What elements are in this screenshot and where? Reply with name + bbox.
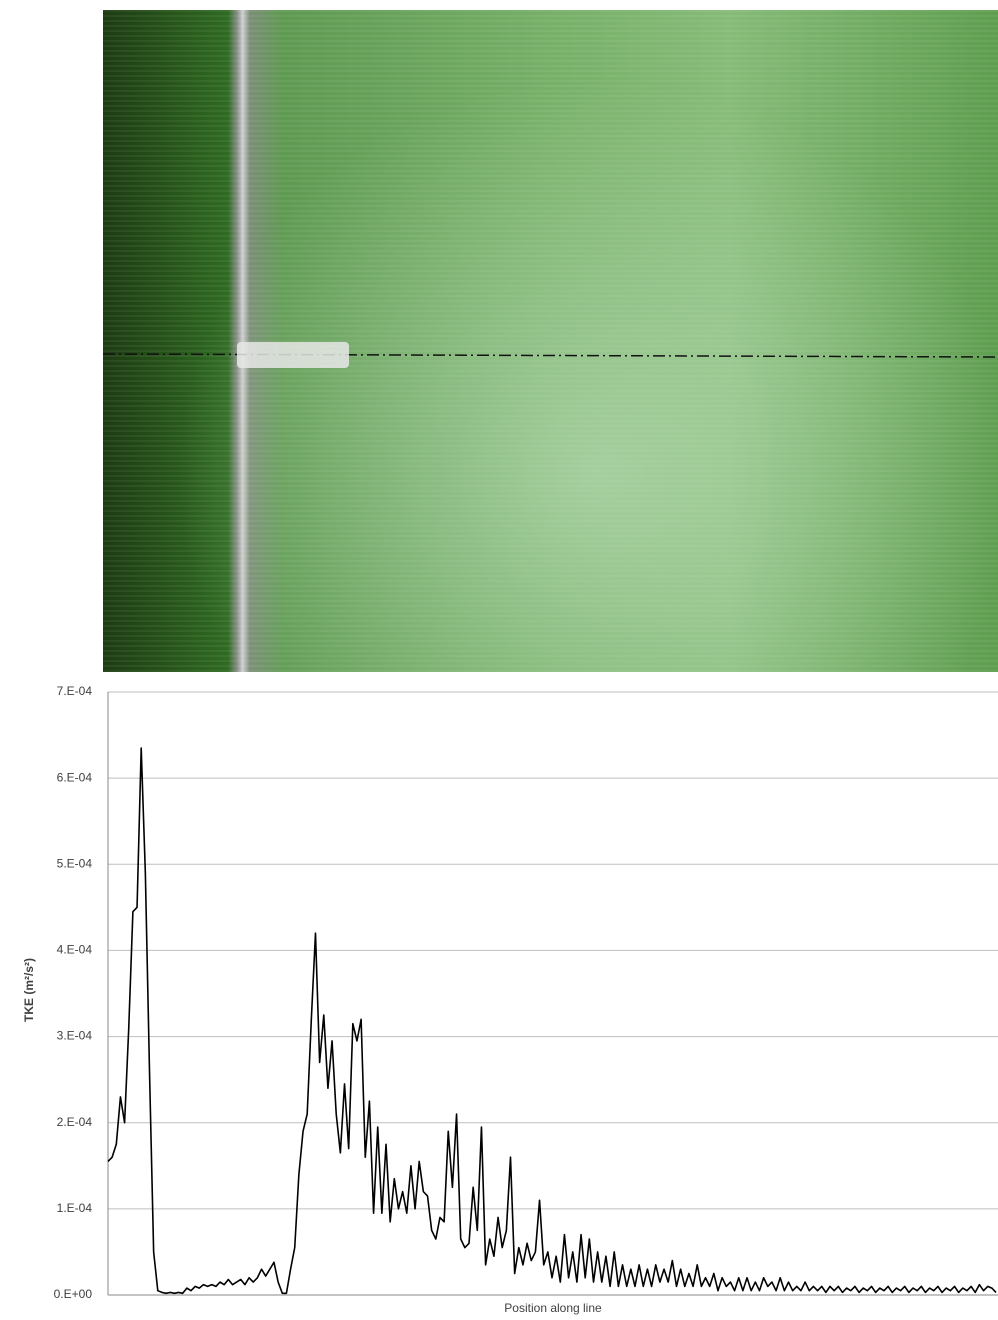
y-tick-label: 6.E-04	[57, 770, 93, 784]
x-axis-label: Position along line	[504, 1301, 602, 1315]
y-tick-label: 3.E-04	[57, 1029, 93, 1043]
flow-image	[103, 10, 998, 672]
y-tick-label: 4.E-04	[57, 943, 93, 957]
y-tick-label: 2.E-04	[57, 1115, 93, 1129]
y-tick-label: 0.E+00	[54, 1287, 93, 1301]
model-body	[237, 342, 349, 368]
y-axis-label: TKE (m²/s²)	[22, 958, 36, 1022]
tke-line	[107, 747, 997, 1295]
y-tick-label: 1.E-04	[57, 1201, 93, 1215]
y-tick-label: 5.E-04	[57, 856, 93, 870]
y-tick-label: 7.E-04	[57, 684, 93, 698]
